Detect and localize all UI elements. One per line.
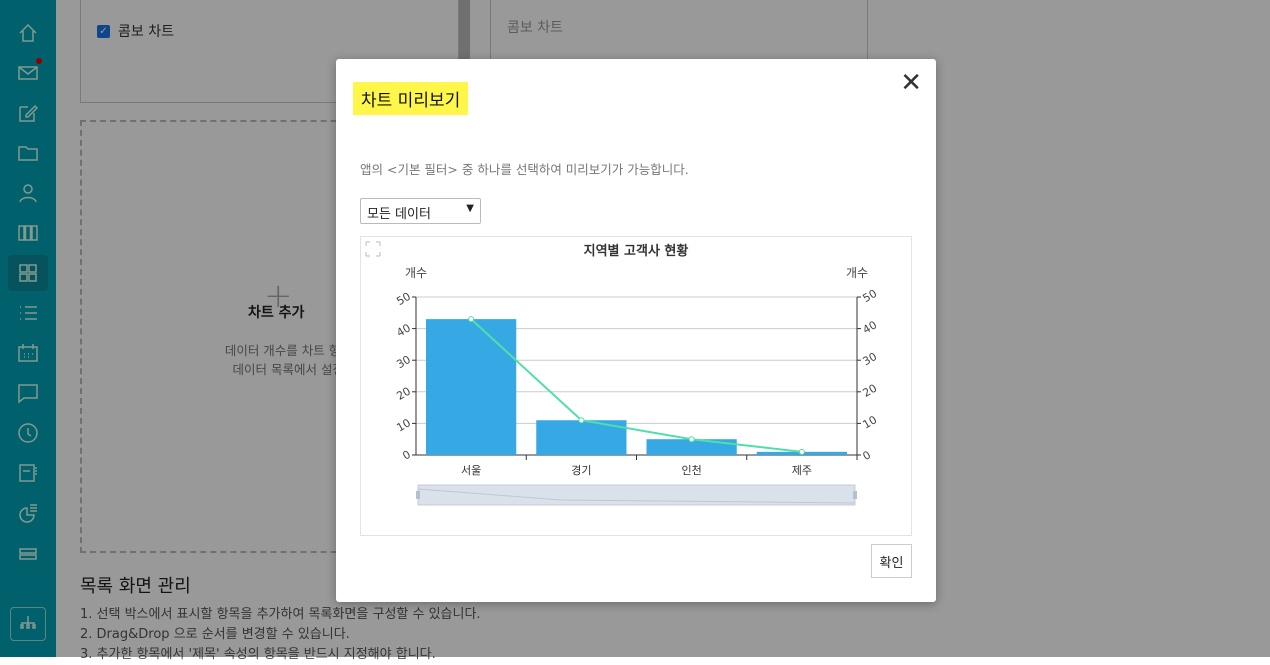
y-tick-label-right: 40: [861, 318, 880, 336]
y-tick-label-left: 30: [394, 353, 413, 371]
org-chart-nav-item[interactable]: [10, 607, 46, 641]
bar: [426, 319, 517, 455]
folder-icon: [18, 146, 38, 161]
folder-nav-item[interactable]: [8, 135, 48, 171]
close-icon[interactable]: ✕: [900, 68, 922, 98]
y-tick-label-left: 20: [394, 385, 413, 403]
y-axis-right-label: 개수: [846, 266, 868, 280]
org-chart-icon: [20, 616, 36, 629]
line-point: [798, 448, 805, 455]
pie-chart-icon: [19, 504, 37, 523]
add-chart-label: 차트 추가: [248, 305, 305, 321]
mail-nav-item[interactable]: [8, 55, 48, 91]
chevron-down-icon: ▼: [466, 203, 474, 214]
pie-chart-nav-item[interactable]: [8, 495, 48, 531]
confirm-button[interactable]: 확인: [871, 544, 912, 578]
home-icon: [19, 23, 37, 42]
home-nav-item[interactable]: [8, 15, 48, 51]
y-tick-label-right: 30: [861, 350, 880, 368]
x-tick-label: 경기: [571, 464, 591, 477]
board-icon: [19, 464, 37, 482]
calendar-icon: [18, 344, 38, 362]
list-manage-title: 목록 화면 관리: [80, 576, 191, 597]
y-tick-label-left: 0: [400, 448, 413, 463]
filter-select[interactable]: 모든 데이터 ▼: [360, 198, 481, 224]
edit-nav-item[interactable]: [8, 95, 48, 131]
mail-icon: [18, 66, 38, 80]
chart-preview-modal: 차트 미리보기 ✕ 앱의 <기본 필터> 중 하나를 선택하여 미리보기가 가능…: [336, 59, 936, 602]
list-icon: [20, 306, 37, 320]
line-point: [578, 417, 585, 424]
expand-icon: [365, 241, 381, 257]
grid-icon: [19, 264, 37, 282]
list-nav-item[interactable]: [8, 295, 48, 331]
line-point: [468, 316, 475, 323]
line-point: [688, 436, 695, 443]
modal-title: 차트 미리보기: [353, 82, 469, 115]
x-tick-label: 제주: [792, 464, 812, 477]
line-series: [470, 318, 802, 453]
chart-title: 지역별 고객사 현황: [584, 243, 689, 259]
calendar-nav-item[interactable]: [8, 335, 48, 371]
slider-handle-left: [416, 491, 420, 499]
y-tick-label-right: 10: [861, 413, 880, 431]
check-icon: ✓: [97, 24, 110, 38]
y-tick-label-left: 50: [394, 290, 413, 308]
y-tick-label-left: 40: [394, 321, 413, 339]
stack-icon: [19, 548, 37, 560]
notification-dot: [36, 58, 42, 64]
combo-chart-checkbox[interactable]: ✓ 콤보 차트: [97, 21, 174, 41]
x-tick-label: 서울: [461, 464, 481, 477]
grid-nav-item[interactable]: [8, 255, 48, 291]
bar: [646, 439, 737, 455]
plus-icon: +: [264, 276, 293, 316]
columns-nav-item[interactable]: [8, 215, 48, 251]
clock-nav-item[interactable]: [8, 415, 48, 451]
clock-icon: [18, 423, 38, 443]
slider-preview-line: [417, 488, 856, 504]
stack-nav-item[interactable]: [8, 535, 48, 571]
user-icon: [19, 184, 37, 203]
y-tick-label-left: 10: [394, 416, 413, 434]
columns-icon: [18, 225, 38, 241]
user-nav-item[interactable]: [8, 175, 48, 211]
y-tick-label-right: 20: [861, 382, 880, 400]
sidebar: [0, 0, 56, 657]
slider-handle-right: [853, 491, 857, 499]
y-axis-left-label: 개수: [405, 266, 427, 280]
chart-type-box: ✓ 콤보 차트: [80, 0, 459, 103]
chat-icon: [18, 384, 38, 404]
y-tick-label-right: 0: [861, 448, 874, 463]
board-nav-item[interactable]: [8, 455, 48, 491]
modal-description: 앱의 <기본 필터> 중 하나를 선택하여 미리보기가 가능합니다.: [360, 162, 689, 177]
y-tick-label-right: 50: [861, 287, 880, 305]
edit-icon: [19, 104, 39, 122]
x-tick-label: 인천: [682, 463, 702, 477]
chat-nav-item[interactable]: [8, 375, 48, 411]
